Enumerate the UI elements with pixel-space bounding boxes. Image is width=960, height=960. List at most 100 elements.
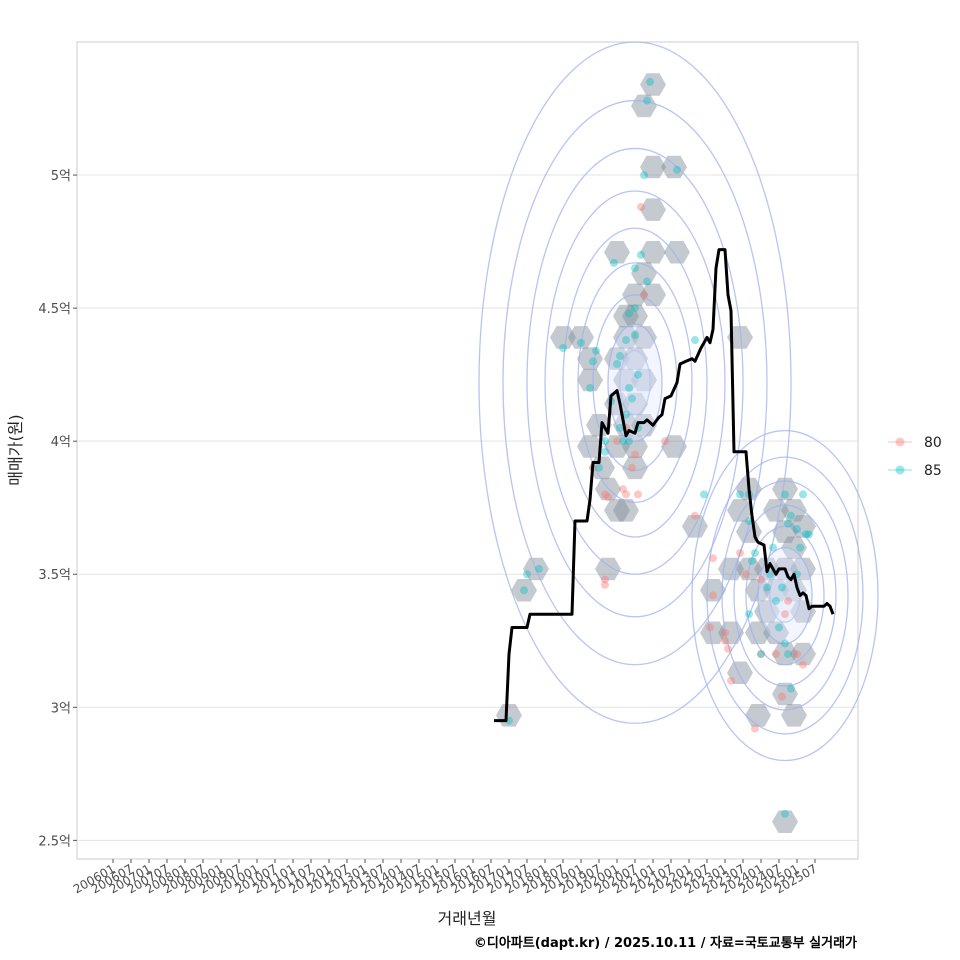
point-85 xyxy=(805,530,813,539)
hexbin xyxy=(640,198,666,221)
hexbin xyxy=(613,326,639,349)
point-85 xyxy=(625,383,633,392)
density-contour xyxy=(757,546,813,645)
point-85 xyxy=(625,309,633,318)
point-85 xyxy=(751,548,759,557)
density-contour xyxy=(544,190,726,575)
point-85 xyxy=(559,344,567,353)
hexbin xyxy=(577,435,603,458)
point-80 xyxy=(721,636,729,645)
point-85 xyxy=(622,336,630,345)
point-85 xyxy=(781,809,789,818)
point-85 xyxy=(772,596,780,605)
legend-key-dot-80 xyxy=(895,437,905,447)
point-80 xyxy=(601,490,609,499)
point-80 xyxy=(736,548,744,557)
hexbin xyxy=(622,304,648,328)
point-80 xyxy=(742,570,750,579)
point-85 xyxy=(787,511,795,520)
density-contour xyxy=(745,525,825,666)
point-80 xyxy=(634,490,642,499)
point-80 xyxy=(601,575,609,584)
hexbin xyxy=(640,155,666,179)
plot-background xyxy=(76,41,859,860)
point-85 xyxy=(775,623,783,632)
point-85 xyxy=(796,543,804,552)
point-80 xyxy=(601,580,609,589)
point-85 xyxy=(631,304,639,313)
x-axis-title: 거래년월 xyxy=(438,909,497,928)
point-85 xyxy=(619,437,627,446)
hexbin xyxy=(664,241,690,264)
point-85 xyxy=(628,394,636,403)
point-85 xyxy=(763,583,771,592)
point-85 xyxy=(577,338,585,347)
legend-item-85: 85 xyxy=(888,463,942,479)
point-80 xyxy=(772,650,780,659)
hexbin xyxy=(613,499,639,522)
point-85 xyxy=(601,447,609,456)
hexbin xyxy=(700,621,726,645)
point-85 xyxy=(769,543,777,552)
point-85 xyxy=(637,250,645,259)
hexbin xyxy=(577,368,603,392)
point-80 xyxy=(778,692,786,701)
density-contour xyxy=(502,99,768,666)
density-contour xyxy=(691,429,879,762)
legend: 80 85 xyxy=(888,435,942,479)
hexbin xyxy=(772,682,798,706)
y-tick-label: 5억 xyxy=(51,169,71,184)
legend-item-80: 80 xyxy=(888,435,942,451)
hexbin xyxy=(613,304,639,328)
point-80 xyxy=(709,554,717,563)
trend-line-path xyxy=(494,248,835,723)
density-contour xyxy=(733,504,837,687)
point-80 xyxy=(757,575,765,584)
point-85 xyxy=(781,639,789,648)
density-contour xyxy=(619,350,651,416)
hexbin xyxy=(622,392,648,416)
legend-label-85: 85 xyxy=(924,463,942,479)
point-85 xyxy=(745,610,753,619)
hexbin xyxy=(577,347,603,370)
point-85 xyxy=(589,357,597,366)
point-80 xyxy=(709,591,717,600)
point-80 xyxy=(613,437,621,446)
hexbin xyxy=(763,621,789,645)
point-80 xyxy=(793,650,801,659)
point-85 xyxy=(631,264,639,273)
point-80 xyxy=(706,623,714,632)
point-85 xyxy=(757,650,765,659)
hexbin xyxy=(661,155,687,179)
hexbin xyxy=(661,435,687,458)
hexbin xyxy=(640,283,666,307)
x-axis-ticks: 2006012006072007012007072008012008072009… xyxy=(71,859,820,897)
hexbin xyxy=(568,326,594,349)
hexbin xyxy=(595,557,621,581)
point-85 xyxy=(778,583,786,592)
point-85 xyxy=(643,277,651,286)
y-tick-label: 2.5억 xyxy=(38,834,71,849)
point-85 xyxy=(691,336,699,345)
hexbin xyxy=(604,241,630,264)
hexbin xyxy=(550,326,576,349)
hexbin xyxy=(622,435,648,458)
point-80 xyxy=(724,644,732,653)
point-80 xyxy=(628,463,636,472)
point-85 xyxy=(793,525,801,534)
point-80 xyxy=(784,596,792,605)
hexbin xyxy=(781,536,807,559)
y-axis-title: 매매가(원) xyxy=(6,414,25,485)
hexbin xyxy=(511,579,537,602)
point-85 xyxy=(802,530,810,539)
hexbin xyxy=(631,326,657,349)
density-contour xyxy=(526,147,744,618)
point-85 xyxy=(784,650,792,659)
point-85 xyxy=(781,490,789,499)
point-85 xyxy=(610,258,618,267)
point-80 xyxy=(622,490,630,499)
point-85 xyxy=(640,171,648,180)
hexbin xyxy=(727,661,753,684)
point-85 xyxy=(622,410,630,419)
point-85 xyxy=(631,330,639,339)
